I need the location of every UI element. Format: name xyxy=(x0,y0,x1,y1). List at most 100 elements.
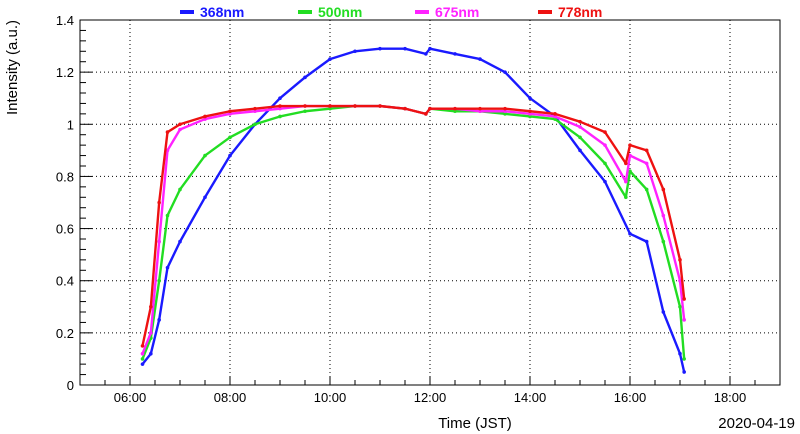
data-point xyxy=(578,135,582,140)
legend-label: 368nm xyxy=(200,4,244,20)
data-point xyxy=(578,119,582,124)
data-point xyxy=(165,130,170,134)
data-point xyxy=(603,179,607,184)
y-tick-label: 1.4 xyxy=(56,13,74,28)
data-point xyxy=(603,161,607,166)
legend-label: 500nm xyxy=(318,4,362,20)
y-tick-label: 1.2 xyxy=(56,65,74,80)
axis-layer: 06:00 08:00 10:00 12:00 14:00 16:00 18:00 0 0.2 0… xyxy=(56,13,781,405)
data-point xyxy=(253,109,257,114)
data-point xyxy=(424,112,428,116)
data-point xyxy=(553,114,557,119)
data-point xyxy=(628,153,632,158)
data-point xyxy=(478,109,482,114)
data-point xyxy=(149,351,153,356)
data-point xyxy=(661,310,666,314)
data-point xyxy=(682,297,686,301)
data-point xyxy=(278,106,282,111)
data-point xyxy=(503,109,507,114)
data-point xyxy=(403,106,407,111)
x-tick-label: 16:00 xyxy=(614,390,647,405)
data-point xyxy=(453,52,457,56)
y-tick-label: 0.4 xyxy=(56,274,74,289)
data-point xyxy=(628,231,632,236)
data-point xyxy=(644,148,649,153)
data-point xyxy=(678,304,682,309)
x-tick-label: 06:00 xyxy=(114,390,147,405)
data-point xyxy=(628,143,632,147)
series-line xyxy=(141,47,686,373)
data-point xyxy=(678,278,682,283)
y-tick-label: 1 xyxy=(67,117,74,132)
data-point xyxy=(278,104,282,108)
data-point xyxy=(682,370,686,374)
data-point xyxy=(253,106,257,111)
data-point xyxy=(303,75,307,80)
data-point xyxy=(203,153,207,158)
data-point xyxy=(157,200,161,205)
data-point xyxy=(140,362,145,366)
legend: 368nm 500nm 675nm 778nm xyxy=(180,4,602,20)
data-point xyxy=(578,125,582,129)
data-point xyxy=(578,148,582,153)
data-point xyxy=(353,104,357,108)
data-point xyxy=(228,135,232,140)
data-point xyxy=(503,112,507,116)
data-point xyxy=(678,258,682,262)
data-point xyxy=(453,109,457,114)
data-point xyxy=(140,344,145,348)
grid-layer xyxy=(80,20,780,385)
data-point xyxy=(328,104,332,108)
legend-item-778nm: 778nm xyxy=(538,4,602,20)
data-point xyxy=(253,122,257,127)
data-point xyxy=(228,112,232,116)
data-point xyxy=(644,239,649,244)
data-point xyxy=(503,106,507,111)
x-tick-label: 14:00 xyxy=(514,390,547,405)
data-point xyxy=(178,122,182,127)
legend-label: 778nm xyxy=(558,4,602,20)
y-tick-label: 0.6 xyxy=(56,222,74,237)
data-point xyxy=(157,318,161,322)
data-point xyxy=(378,104,382,108)
data-point xyxy=(682,318,686,322)
data-point xyxy=(140,351,145,356)
data-point xyxy=(178,187,182,192)
data-point xyxy=(603,130,607,134)
data-point xyxy=(478,106,482,111)
y-tick-label: 0.8 xyxy=(56,169,74,184)
data-point xyxy=(603,143,607,147)
data-point xyxy=(553,112,557,116)
data-point xyxy=(661,239,666,244)
data-point xyxy=(661,213,666,218)
data-point xyxy=(165,213,170,218)
data-point xyxy=(644,161,649,166)
series-778nm xyxy=(140,104,686,348)
data-point xyxy=(165,265,170,270)
data-point xyxy=(528,112,532,116)
y-tick-label: 0.2 xyxy=(56,326,74,341)
data-point xyxy=(228,109,232,114)
data-point xyxy=(424,52,428,56)
data-point xyxy=(178,239,182,244)
data-point xyxy=(140,357,145,361)
data-point xyxy=(428,46,432,51)
data-point xyxy=(328,106,332,111)
data-point xyxy=(678,351,682,356)
data-point xyxy=(453,106,457,111)
data-point xyxy=(628,169,632,174)
plot-frame xyxy=(79,19,781,386)
series-368nm xyxy=(140,46,686,374)
data-point xyxy=(624,179,628,184)
data-point xyxy=(478,57,482,61)
series-500nm xyxy=(140,104,686,361)
data-point xyxy=(303,104,307,108)
data-point xyxy=(278,114,282,119)
legend-item-368nm: 368nm xyxy=(180,4,244,20)
legend-label: 675nm xyxy=(435,4,479,20)
x-tick-label: 10:00 xyxy=(314,390,347,405)
x-tick-label: 08:00 xyxy=(214,390,247,405)
data-point xyxy=(644,187,649,192)
data-point xyxy=(353,49,357,54)
